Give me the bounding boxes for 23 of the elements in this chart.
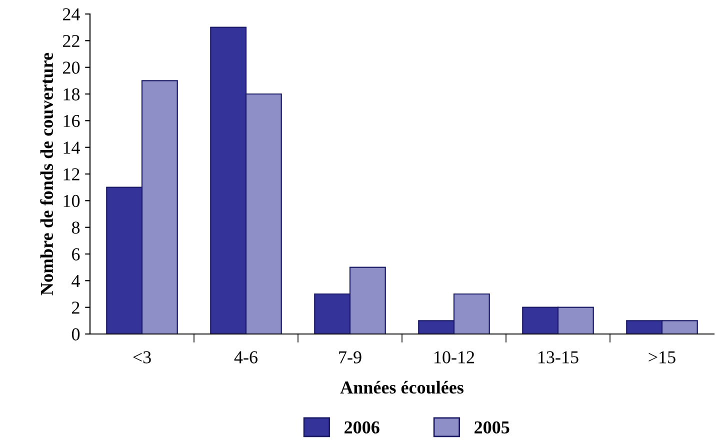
y-tick-label: 18 <box>64 88 80 100</box>
legend-label: 2006 <box>344 421 380 434</box>
y-tick-label: 0 <box>72 328 80 340</box>
x-tick-label: 7-9 <box>339 351 362 364</box>
y-tick-label: 14 <box>64 142 80 154</box>
y-tick-label: 20 <box>63 62 80 74</box>
x-tick-label: 4-6 <box>234 351 258 364</box>
y-tick-label: 24 <box>63 8 80 20</box>
y-axis-title: Nombre de fonds de couverture <box>40 52 54 296</box>
y-tick-label: 22 <box>63 34 80 47</box>
y-tick-label: 2 <box>72 302 80 314</box>
y-tick-label: 10 <box>64 194 80 208</box>
y-tick-label: 4 <box>72 275 80 287</box>
y-tick-label: 6 <box>72 248 80 260</box>
y-tick-label: 16 <box>64 114 80 128</box>
y-tick-label: 8 <box>72 222 80 234</box>
x-tick-label: <3 <box>133 351 151 364</box>
x-tick-label: >15 <box>648 351 676 364</box>
y-tick-label: 12 <box>64 168 80 180</box>
x-axis-title: Années écoulées <box>340 380 464 394</box>
x-tick-label: 10-12 <box>434 351 474 364</box>
x-tick-label: 13-15 <box>538 351 578 364</box>
legend-label: 2005 <box>474 421 510 434</box>
